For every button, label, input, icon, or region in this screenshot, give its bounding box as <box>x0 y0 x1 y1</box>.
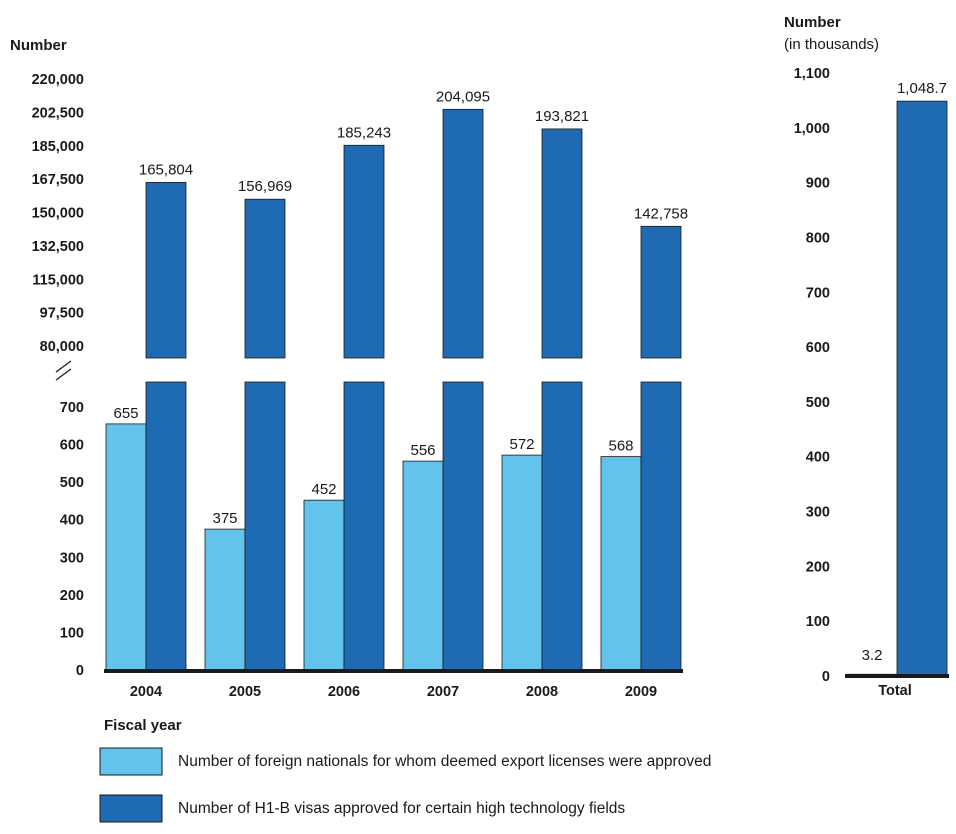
y-tick-label-lower: 400 <box>60 513 84 529</box>
y-axis-subtitle-total: (in thousands) <box>784 36 879 53</box>
y-tick-label-upper: 220,000 <box>32 72 84 88</box>
bar-h1b-upper <box>640 225 682 359</box>
x-tick-label: 2008 <box>526 684 558 700</box>
data-label-licenses: 572 <box>509 436 534 453</box>
y-axis-title-total: Number <box>784 14 841 31</box>
x-tick-label: 2004 <box>130 684 162 700</box>
y-tick-label-upper: 97,500 <box>40 306 84 322</box>
y-tick-label-total: 900 <box>806 176 830 192</box>
data-label-licenses: 452 <box>311 481 336 498</box>
data-label-h1b: 165,804 <box>139 161 193 178</box>
y-tick-label-upper: 202,500 <box>32 105 84 121</box>
data-label-licenses: 568 <box>608 438 633 455</box>
y-tick-label-lower: 500 <box>60 475 84 491</box>
y-tick-label-total: 800 <box>806 230 830 246</box>
data-label-h1b: 142,758 <box>634 205 688 222</box>
bar-licenses <box>600 456 642 671</box>
y-tick-label-upper: 80,000 <box>40 339 84 355</box>
y-tick-label-lower: 600 <box>60 438 84 454</box>
y-tick-label-lower: 700 <box>60 400 84 416</box>
bar-licenses <box>105 423 147 671</box>
data-label-licenses-total: 3.2 <box>862 647 883 664</box>
y-tick-label-lower: 100 <box>60 625 84 641</box>
y-tick-label-total: 1,100 <box>794 66 830 82</box>
y-tick-label-total: 100 <box>806 614 830 630</box>
legend-swatch <box>99 747 163 776</box>
legend-item: Number of foreign nationals for whom dee… <box>99 747 711 776</box>
data-label-h1b: 193,821 <box>535 108 589 125</box>
y-tick-label-total: 200 <box>806 559 830 575</box>
bar-h1b-upper <box>244 198 286 359</box>
data-label-h1b: 156,969 <box>238 178 292 195</box>
bar-h1b-upper <box>541 128 583 359</box>
y-tick-label-upper: 150,000 <box>32 206 84 222</box>
bar-licenses <box>501 454 543 671</box>
bar-licenses <box>204 528 246 671</box>
legend-swatch <box>99 794 163 823</box>
bar-h1b-lower <box>442 381 484 671</box>
y-tick-label-lower: 300 <box>60 550 84 566</box>
bar-h1b-total <box>896 100 948 677</box>
fiscal-year-chart: 0 100 200 300 400 500 600 700 80,000 97,500 115,00… <box>10 37 688 734</box>
y-tick-label-total: 0 <box>822 669 830 685</box>
bar-h1b-lower <box>640 381 682 671</box>
y-tick-label-lower: 200 <box>60 588 84 604</box>
legend-label: Number of foreign nationals for whom dee… <box>178 753 711 770</box>
x-tick-label-total: Total <box>878 683 912 699</box>
data-label-h1b-total: 1,048.7 <box>897 80 947 97</box>
y-tick-label-upper: 132,500 <box>32 239 84 255</box>
x-tick-label: 2005 <box>229 684 261 700</box>
bar-h1b-lower <box>541 381 583 671</box>
bar-h1b-lower <box>244 381 286 671</box>
x-axis-baseline-total <box>845 674 949 678</box>
axis-break-icon <box>55 360 72 381</box>
y-tick-label-lower: 0 <box>76 663 84 679</box>
bar-h1b-lower <box>343 381 385 671</box>
bar-h1b-upper <box>442 108 484 359</box>
y-tick-label-upper: 167,500 <box>32 172 84 188</box>
y-tick-label-upper: 185,000 <box>32 139 84 155</box>
bar-h1b-upper <box>343 144 385 359</box>
y-tick-label-total: 1,000 <box>794 121 830 137</box>
y-tick-label-total: 400 <box>806 450 830 466</box>
bar-h1b-upper <box>145 181 187 359</box>
bar-h1b-lower <box>145 381 187 671</box>
x-tick-label: 2006 <box>328 684 360 700</box>
x-tick-label: 2007 <box>427 684 459 700</box>
y-tick-label-total: 600 <box>806 340 830 356</box>
y-tick-label-total: 300 <box>806 505 830 521</box>
legend: Number of foreign nationals for whom dee… <box>99 747 711 823</box>
y-tick-label-upper: 115,000 <box>32 272 84 288</box>
bar-licenses <box>402 460 444 671</box>
x-tick-label: 2009 <box>625 684 657 700</box>
y-tick-label-total: 700 <box>806 285 830 301</box>
y-tick-label-total: 500 <box>806 395 830 411</box>
data-label-licenses: 375 <box>212 510 237 527</box>
data-label-h1b: 204,095 <box>436 88 490 105</box>
y-axis-title: Number <box>10 37 67 54</box>
x-axis-baseline <box>104 669 683 673</box>
data-label-h1b: 185,243 <box>337 124 391 141</box>
bar-licenses <box>303 499 345 671</box>
data-label-licenses: 556 <box>410 442 435 459</box>
data-label-licenses: 655 <box>113 405 138 422</box>
total-chart: 0 100 200 300 400 500 600 700 800 900 1,000 1,100 Nu… <box>784 14 949 699</box>
legend-item: Number of H1-B visas approved for certai… <box>99 794 625 823</box>
x-axis-title: Fiscal year <box>104 717 182 734</box>
legend-label: Number of H1-B visas approved for certai… <box>178 800 625 817</box>
